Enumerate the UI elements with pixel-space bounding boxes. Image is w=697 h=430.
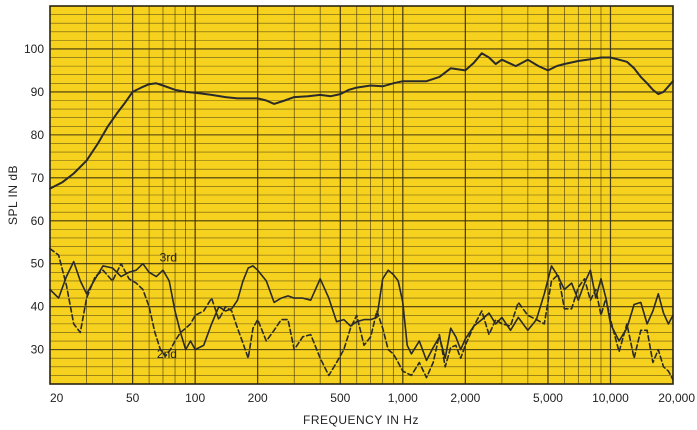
- x-tick-label: 5,000: [533, 391, 563, 405]
- y-tick-label: 50: [31, 257, 45, 271]
- x-tick-label: 1,000: [388, 391, 418, 405]
- series-line-2nd: [49, 247, 674, 381]
- series-layer: [49, 52, 674, 381]
- plot-frame: [49, 5, 674, 385]
- grid-lines: [50, 6, 673, 385]
- x-tick-label: 20,000: [658, 391, 695, 405]
- y-tick-labels: 30 40 50 60 70 80 90 100: [24, 42, 44, 357]
- x-tick-label: 200: [248, 391, 268, 405]
- series-label-2nd: 2nd: [157, 347, 177, 361]
- x-tick-label: 500: [330, 391, 350, 405]
- x-tick-label: 20: [50, 391, 64, 405]
- y-tick-label: 100: [24, 42, 44, 56]
- y-tick-label: 90: [31, 85, 45, 99]
- y-tick-label: 30: [31, 343, 45, 357]
- x-tick-label: 2,000: [450, 391, 480, 405]
- x-tick-label: 100: [185, 391, 205, 405]
- x-tick-label: 10,000: [592, 391, 629, 405]
- y-tick-label: 40: [31, 300, 45, 314]
- series-labels: 3rd 2nd: [157, 251, 177, 362]
- series-label-3rd: 3rd: [160, 251, 177, 265]
- y-axis-title: SPL IN dB: [6, 165, 20, 225]
- series-line-fundamental: [49, 52, 674, 190]
- x-tick-label: 50: [126, 391, 140, 405]
- y-tick-label: 70: [31, 171, 45, 185]
- y-tick-label: 80: [31, 128, 45, 142]
- series-line-3rd: [49, 260, 674, 362]
- y-tick-label: 60: [31, 214, 45, 228]
- x-tick-labels: 20 50 100 200 500 1,000 2,000 5,000 10,000 20,000: [50, 391, 695, 405]
- x-axis-title: FREQUENCY IN Hz: [303, 413, 419, 427]
